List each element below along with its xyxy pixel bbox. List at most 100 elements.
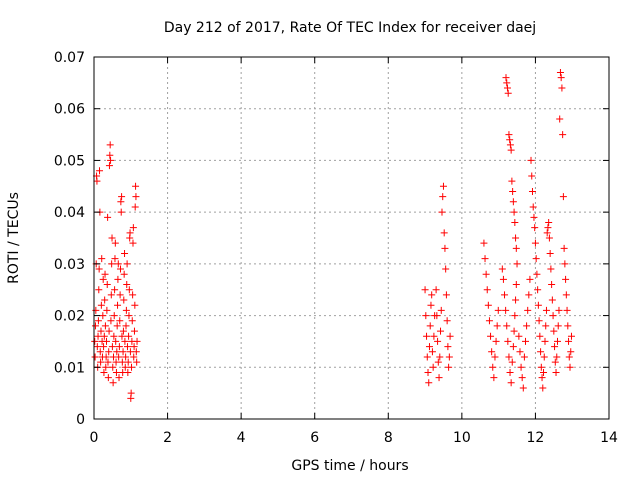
data-point <box>542 322 550 330</box>
data-point <box>508 177 516 185</box>
y-axis-label: ROTI / TECUs <box>6 192 22 284</box>
data-point <box>100 368 108 376</box>
data-point <box>112 337 120 345</box>
data-point <box>512 296 520 304</box>
data-point <box>482 270 490 278</box>
data-point <box>118 193 126 201</box>
data-point <box>97 301 105 309</box>
data-point <box>94 332 102 340</box>
data-point <box>103 337 111 345</box>
data-point <box>113 322 121 330</box>
data-point <box>565 353 573 361</box>
data-point <box>565 337 573 345</box>
y-tick-label: 0 <box>76 412 85 428</box>
data-point <box>108 234 116 242</box>
data-point <box>95 286 103 294</box>
data-point <box>119 348 127 356</box>
data-point <box>507 379 515 387</box>
data-point <box>424 368 432 376</box>
data-point <box>123 281 131 289</box>
data-point <box>525 291 533 299</box>
data-point <box>109 363 117 371</box>
data-point <box>127 389 135 397</box>
x-tick-label: 8 <box>384 430 393 446</box>
data-point <box>504 337 512 345</box>
data-point <box>97 358 105 366</box>
data-point <box>445 363 453 371</box>
data-point <box>122 306 130 314</box>
data-point <box>117 198 125 206</box>
data-point <box>498 265 506 273</box>
data-point <box>427 301 435 309</box>
data-point <box>561 260 569 268</box>
data-point <box>426 322 434 330</box>
data-point <box>121 250 129 258</box>
data-point <box>540 353 548 361</box>
data-point <box>528 172 536 180</box>
data-point <box>123 343 131 351</box>
data-point <box>110 332 118 340</box>
data-point <box>542 306 550 314</box>
data-point <box>492 337 500 345</box>
points-layer <box>91 69 575 402</box>
data-point <box>533 270 541 278</box>
data-point <box>97 327 105 335</box>
data-point <box>439 182 447 190</box>
data-point <box>104 213 112 221</box>
data-point <box>553 353 561 361</box>
data-point <box>526 275 534 283</box>
data-point <box>528 187 536 195</box>
data-point <box>129 224 137 232</box>
data-point <box>548 296 556 304</box>
data-point <box>133 337 141 345</box>
data-point <box>547 265 555 273</box>
data-point <box>437 327 445 335</box>
y-tick-label: 0.03 <box>54 257 85 273</box>
data-point <box>98 255 106 263</box>
data-point <box>507 146 515 154</box>
data-point <box>511 218 519 226</box>
data-point <box>517 363 525 371</box>
data-point <box>538 374 546 382</box>
data-point <box>512 244 520 252</box>
data-point <box>558 84 566 92</box>
data-point <box>116 291 124 299</box>
data-point <box>537 363 545 371</box>
data-point <box>539 384 547 392</box>
data-point <box>106 141 114 149</box>
data-point <box>440 229 448 237</box>
data-point <box>126 348 134 356</box>
data-point <box>534 301 542 309</box>
data-point <box>554 337 561 345</box>
data-point <box>121 363 129 371</box>
data-point <box>131 203 139 211</box>
data-point <box>111 286 119 294</box>
data-point <box>511 312 519 320</box>
data-point <box>559 193 567 201</box>
data-point <box>531 224 539 232</box>
data-point <box>115 343 123 351</box>
data-point <box>107 317 115 325</box>
data-point <box>111 239 119 247</box>
data-point <box>509 198 517 206</box>
data-point <box>555 306 563 314</box>
data-point <box>94 317 102 325</box>
x-tick-label: 0 <box>90 430 99 446</box>
data-point <box>438 208 446 216</box>
data-point <box>93 177 101 185</box>
data-point <box>445 353 453 361</box>
y-tick-label: 0.06 <box>54 102 85 118</box>
data-point <box>122 353 130 361</box>
data-point <box>108 260 116 268</box>
data-point <box>531 239 539 247</box>
data-point <box>509 343 517 351</box>
data-point <box>110 312 118 320</box>
x-tick-label: 10 <box>453 430 471 446</box>
data-point <box>132 348 140 356</box>
data-point <box>106 151 114 159</box>
data-point <box>560 244 568 252</box>
data-point <box>524 306 532 314</box>
data-point <box>104 358 112 366</box>
data-point <box>115 374 123 382</box>
data-point <box>532 255 540 263</box>
